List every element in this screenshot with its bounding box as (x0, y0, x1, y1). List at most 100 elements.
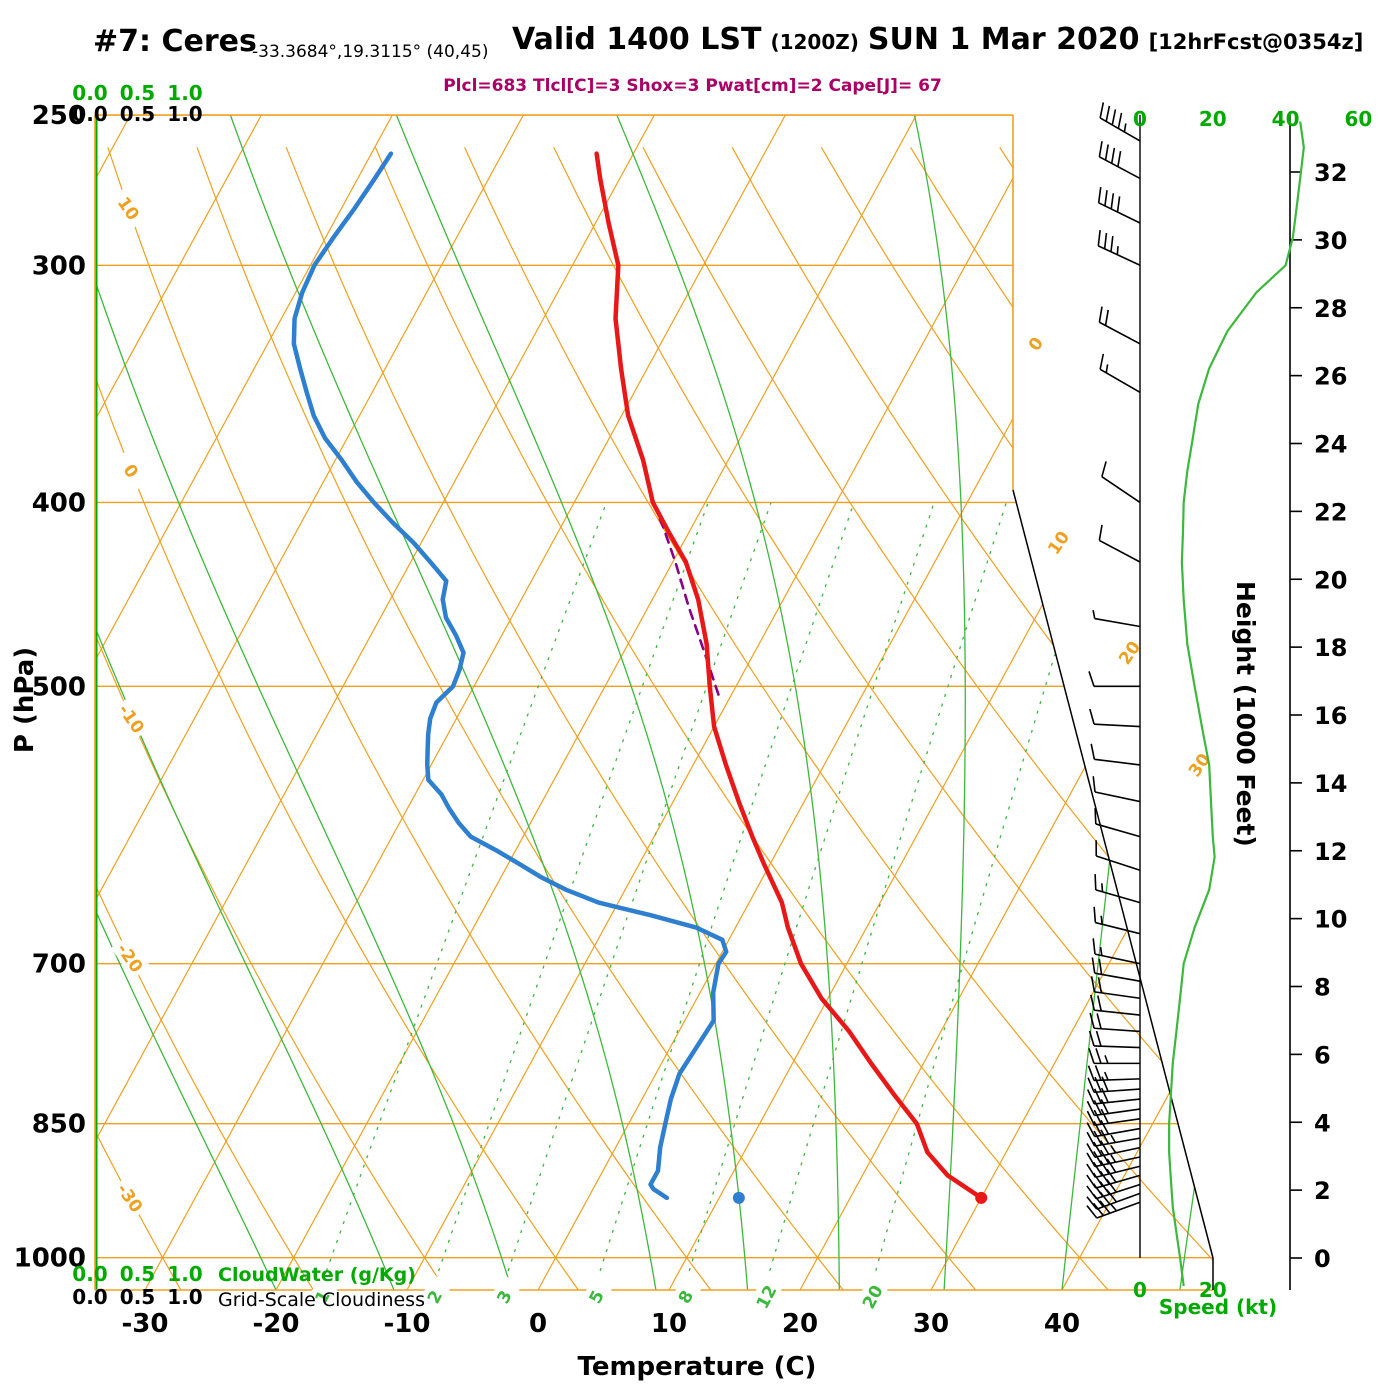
svg-text:250: 250 (32, 101, 86, 131)
grid-line-label: 3 (484, 1274, 522, 1319)
wind-barb (1094, 808, 1141, 838)
svg-text:4: 4 (1314, 1109, 1331, 1137)
dewpoint-profile (291, 151, 729, 1201)
wind-barb (1086, 1129, 1141, 1147)
dry-adiabat-lines (95, 146, 1213, 1290)
grid-line-label: 30 (1178, 742, 1219, 787)
svg-text:0.0: 0.0 (72, 102, 107, 126)
mixing-ratio-lines (319, 502, 1102, 1290)
svg-text:0.0: 0.0 (72, 1262, 107, 1286)
grid-line-label: 10 (1037, 520, 1078, 564)
wind-barb (1086, 1098, 1141, 1117)
wind-speed-profile (1168, 121, 1305, 1287)
wind-barb (1089, 1012, 1141, 1033)
svg-text:40: 40 (1272, 107, 1300, 131)
temperature-axis-label: Temperature (C) (577, 1352, 817, 1382)
svg-text:0: 0 (1133, 1278, 1147, 1302)
svg-text:-30: -30 (122, 1309, 169, 1339)
wind-barb (1092, 938, 1141, 965)
valid-time-row: Valid 1400 LST (1200Z) SUN 1 Mar 2020 [1… (512, 22, 1363, 57)
wind-barb (1090, 976, 1141, 1000)
svg-text:400: 400 (32, 488, 86, 518)
svg-text:10: 10 (651, 1309, 687, 1339)
wind-barb (1086, 1168, 1141, 1189)
surface-dewpoint-dot (732, 1191, 745, 1204)
svg-text:500: 500 (32, 672, 86, 702)
svg-text:0.0: 0.0 (72, 1285, 107, 1309)
svg-text:0.5: 0.5 (120, 1262, 155, 1286)
station-title: #7: Ceres (93, 24, 257, 59)
height-axis-label: Height (1000 Feet) (1231, 581, 1260, 847)
surface-temp-dot (975, 1191, 988, 1204)
grid-line-label: 5 (576, 1274, 615, 1319)
temperature-profile (594, 151, 984, 1201)
svg-text:700: 700 (32, 950, 86, 980)
svg-text:12: 12 (1314, 838, 1347, 866)
wind-barb (1090, 743, 1141, 766)
svg-text:1.0: 1.0 (167, 1285, 202, 1309)
svg-text:32: 32 (1314, 159, 1347, 187)
svg-text:0.5: 0.5 (120, 102, 155, 126)
grid-line-label: 1 (302, 1274, 341, 1319)
wind-barb (1086, 1108, 1141, 1127)
grid-line-label: -10 (112, 696, 153, 740)
wind-barb (1089, 708, 1141, 728)
wind-barb (1091, 957, 1141, 982)
svg-text:-10: -10 (384, 1309, 431, 1339)
grid-line-label: 2 (415, 1274, 453, 1319)
isobar-lines (95, 115, 1213, 1259)
wind-barb (1086, 1119, 1141, 1138)
wind-barb (1088, 671, 1140, 688)
plot-border (94, 114, 1214, 1291)
svg-text:1.0: 1.0 (167, 81, 202, 105)
grid-line-label: 8 (666, 1274, 704, 1319)
wind-barb (1097, 230, 1141, 267)
wind-barb (1086, 1087, 1141, 1105)
sounding-indices: Plcl=683 Tlcl[C]=3 Shox=3 Pwat[cm]=2 Cap… (443, 76, 942, 96)
svg-text:20: 20 (782, 1309, 818, 1339)
svg-text:0: 0 (1314, 1245, 1331, 1273)
wind-barb (1098, 306, 1141, 345)
svg-text:6: 6 (1314, 1041, 1331, 1069)
svg-text:18: 18 (1314, 634, 1347, 662)
wind-barbs (1086, 102, 1141, 1219)
wind-barb (1086, 1200, 1141, 1219)
isotherm-lines (95, 115, 1213, 1290)
wind-barb (1097, 187, 1141, 224)
wind-barb (1098, 524, 1141, 563)
wind-barb (1099, 353, 1141, 394)
svg-text:22: 22 (1314, 498, 1347, 526)
grid-line-label: -30 (110, 1175, 151, 1220)
wind-barb (1086, 1158, 1141, 1179)
svg-text:20: 20 (1199, 107, 1227, 131)
grid-line-label: 20 (852, 1274, 891, 1319)
svg-text:14: 14 (1314, 770, 1347, 798)
moist-adiabat-lines (95, 115, 1213, 1290)
svg-text:1000: 1000 (14, 1244, 86, 1274)
wind-barb (1092, 776, 1141, 803)
wind-barb (1101, 461, 1141, 504)
svg-text:300: 300 (32, 251, 86, 281)
diagonal-boundary (1012, 489, 1214, 1259)
grid-line-label: 20 (1108, 630, 1149, 674)
wind-barb (1086, 1140, 1141, 1158)
svg-text:8: 8 (1314, 974, 1331, 1002)
svg-text:60: 60 (1344, 107, 1372, 131)
svg-text:16: 16 (1314, 702, 1347, 730)
valid-time: Valid 1400 LST (512, 22, 762, 57)
wind-barb (1092, 609, 1141, 628)
svg-text:0: 0 (1133, 107, 1147, 131)
svg-text:10: 10 (1314, 906, 1347, 934)
svg-text:2: 2 (1314, 1177, 1331, 1205)
wind-barb (1090, 994, 1141, 1016)
wind-barb (1088, 1030, 1141, 1049)
wind-barb (1087, 1076, 1141, 1094)
grid-line-label: 10 (109, 185, 150, 230)
svg-text:20: 20 (1314, 566, 1347, 594)
cloudwater-legend: CloudWater (g/Kg) (218, 1264, 416, 1286)
svg-text:-20: -20 (253, 1309, 300, 1339)
valid-zulu: (1200Z) (770, 30, 859, 54)
